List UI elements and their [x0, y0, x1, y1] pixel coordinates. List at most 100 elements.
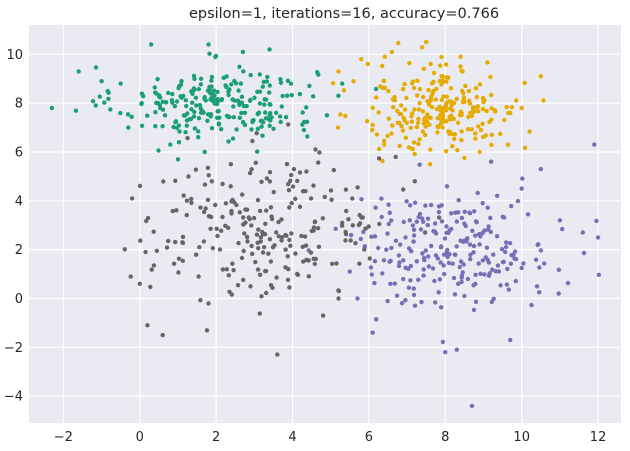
data-point [556, 267, 562, 272]
data-point [541, 98, 546, 103]
data-point [392, 281, 397, 286]
y-axis-tick-labels: −4 −2 0 2 4 6 8 10 [4, 48, 23, 405]
data-point [253, 160, 258, 165]
data-point [257, 89, 263, 94]
data-point [457, 264, 462, 270]
data-point [256, 227, 261, 232]
data-point [411, 286, 416, 291]
data-point [355, 185, 360, 190]
data-point [129, 114, 134, 120]
data-point [473, 233, 478, 238]
data-point [237, 64, 242, 70]
data-point [481, 99, 486, 105]
data-point [138, 238, 143, 243]
data-point [241, 103, 247, 109]
data-point [429, 243, 434, 249]
data-point [183, 98, 188, 103]
data-point [421, 273, 426, 278]
data-point [538, 74, 543, 79]
data-point [255, 126, 260, 131]
data-point [176, 123, 182, 128]
data-point [269, 214, 274, 219]
data-point [316, 244, 322, 249]
data-point [220, 181, 225, 187]
data-point [408, 263, 413, 269]
data-point [149, 42, 154, 47]
data-point [181, 93, 186, 99]
data-point [412, 107, 417, 112]
data-point [151, 263, 157, 268]
data-point [153, 124, 158, 129]
data-point [487, 271, 492, 276]
data-point [442, 236, 448, 241]
data-point [198, 82, 204, 87]
data-point [344, 208, 349, 214]
data-point [406, 145, 412, 150]
data-point [336, 296, 341, 301]
x-tick-label: 10 [513, 430, 530, 445]
data-point [450, 144, 455, 149]
data-point [498, 283, 503, 288]
data-point [340, 220, 345, 225]
data-point [389, 131, 394, 136]
data-point [362, 247, 367, 252]
data-point [268, 283, 274, 288]
data-point [447, 115, 452, 120]
data-point [410, 223, 416, 228]
data-point [446, 230, 451, 235]
data-point [462, 293, 467, 299]
data-point [202, 149, 207, 155]
data-point [446, 260, 452, 266]
data-point [284, 161, 290, 167]
data-point [560, 226, 565, 232]
data-point [250, 251, 255, 256]
data-point [192, 126, 198, 131]
data-point [471, 307, 477, 313]
data-point [277, 114, 283, 119]
data-point [478, 234, 483, 239]
data-point [415, 93, 420, 98]
data-point [430, 266, 436, 271]
data-point [287, 205, 292, 210]
data-point [266, 251, 271, 256]
data-point [219, 97, 224, 103]
data-point [274, 230, 279, 235]
data-point [268, 205, 274, 210]
data-point [152, 85, 157, 90]
data-point [477, 82, 483, 87]
x-tick-label: 0 [136, 430, 144, 445]
data-point [503, 249, 508, 255]
data-point [202, 96, 207, 102]
data-point [493, 109, 498, 114]
data-point [283, 265, 288, 270]
data-point [143, 249, 148, 255]
data-point [274, 275, 279, 280]
data-point [230, 136, 236, 141]
data-point [449, 211, 454, 216]
data-point [482, 272, 487, 277]
data-point [353, 241, 358, 246]
data-point [504, 282, 510, 287]
data-point [330, 81, 336, 86]
data-point [521, 261, 526, 266]
data-point [189, 200, 194, 205]
data-point [198, 106, 203, 111]
data-point [278, 119, 283, 125]
data-point [255, 267, 261, 272]
data-point [209, 91, 214, 96]
data-point [333, 226, 338, 231]
data-point [458, 109, 463, 114]
data-point [522, 145, 528, 150]
data-point [279, 217, 284, 222]
data-point [338, 112, 343, 117]
data-point [316, 72, 321, 77]
data-point [417, 211, 423, 217]
data-point [231, 268, 236, 273]
data-point [170, 208, 175, 214]
data-point [480, 121, 485, 127]
data-point [491, 252, 496, 257]
data-point [184, 212, 189, 218]
data-point [519, 186, 524, 191]
data-point [460, 69, 465, 74]
data-point [184, 198, 190, 203]
